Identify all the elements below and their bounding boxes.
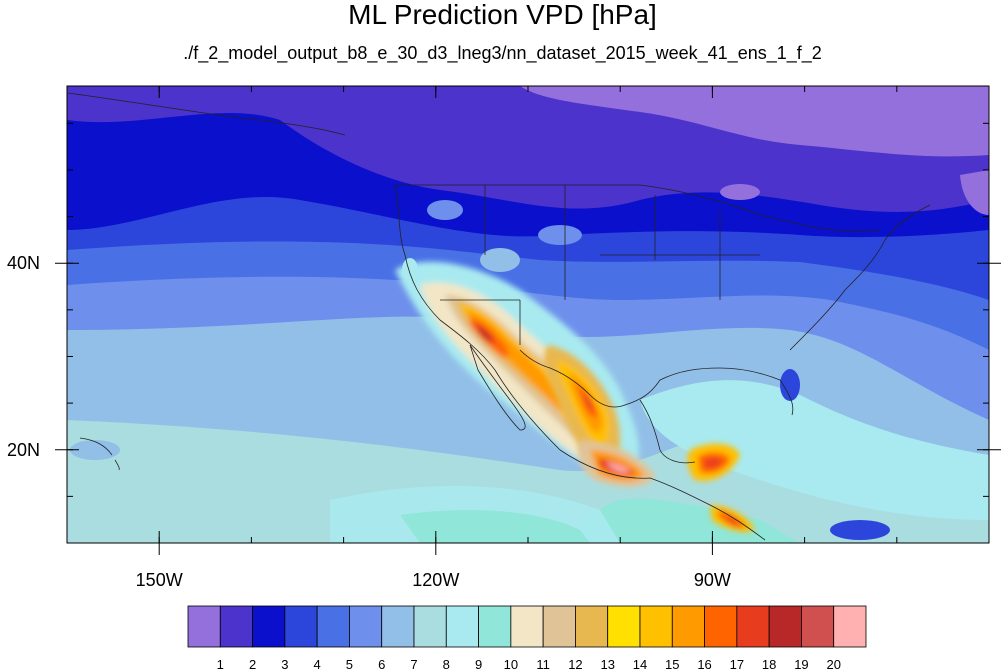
colorbar-swatch (381, 605, 415, 648)
colorbar-swatch (187, 605, 221, 648)
colorbar (187, 605, 867, 648)
colorbar-label: 4 (313, 657, 321, 672)
colorbar-swatch (445, 605, 479, 648)
colorbar-label: 18 (761, 657, 777, 672)
x-tick-label: 120W (412, 570, 460, 590)
colorbar-swatch (510, 605, 544, 648)
colorbar-swatch (704, 605, 738, 648)
y-tick-label: 40N (6, 253, 40, 274)
colorbar-label: 20 (826, 657, 841, 672)
colorbar-label: 10 (503, 657, 519, 672)
colorbar-label: 2 (248, 657, 257, 672)
colorbar-swatch (639, 605, 673, 648)
colorbar-swatch (413, 605, 447, 648)
colorbar-swatch (736, 605, 770, 648)
colorbar-swatch (575, 605, 609, 648)
colorbar-label: 3 (281, 657, 289, 672)
colorbar-label: 17 (729, 657, 745, 672)
colorbar-label: 12 (568, 657, 583, 672)
colorbar-swatch (284, 605, 318, 648)
colorbar-label: 6 (378, 657, 386, 672)
colorbar-swatch (833, 605, 867, 648)
colorbar-label: 15 (665, 657, 680, 672)
colorbar-label: 7 (410, 657, 418, 672)
colorbar-swatch (316, 605, 350, 648)
colorbar-label: 1 (216, 657, 224, 672)
colorbar-label: 9 (474, 657, 483, 672)
x-tick-label: 150W (135, 570, 183, 590)
colorbar-swatch (349, 605, 383, 648)
colorbar-label: 19 (794, 657, 809, 672)
colorbar-swatch (671, 605, 705, 648)
map-title: ML Prediction VPD [hPa] (348, 0, 657, 30)
colorbar-label: 8 (442, 657, 450, 672)
y-tick-label: 20N (6, 439, 40, 460)
colorbar-label: 16 (697, 657, 712, 672)
colorbar-swatch (801, 605, 835, 648)
axis-ticks (55, 86, 1001, 555)
colorbar-label: 5 (345, 657, 354, 672)
coastlines-and-borders (67, 92, 931, 541)
colorbar-swatch (478, 605, 512, 648)
colorbar-label: 14 (632, 657, 648, 672)
x-tick-label: 90W (693, 570, 731, 590)
colorbar-swatch (607, 605, 641, 648)
colorbar-label: 13 (600, 657, 615, 672)
colorbar-label: 11 (536, 657, 550, 672)
vpd-contour-field (67, 86, 989, 543)
map-subtitle: ./f_2_model_output_b8_e_30_d3_lneg3/nn_d… (183, 43, 822, 63)
colorbar-swatch (542, 605, 576, 648)
colorbar-swatch (768, 605, 802, 648)
colorbar-swatch (252, 605, 286, 648)
colorbar-swatch (219, 605, 253, 648)
